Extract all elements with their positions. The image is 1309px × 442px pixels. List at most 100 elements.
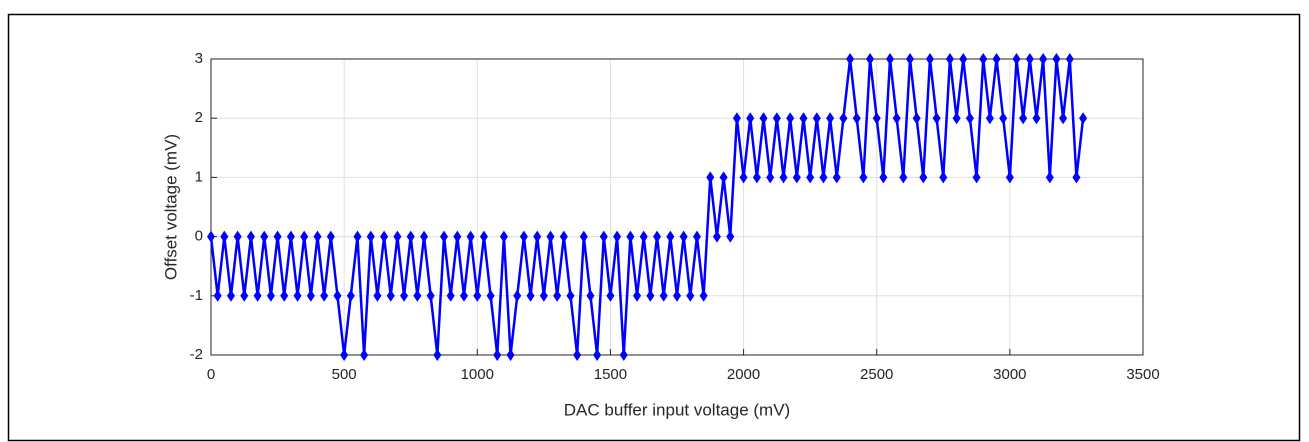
- marker: [879, 171, 888, 184]
- marker: [499, 230, 508, 243]
- marker: [739, 171, 748, 184]
- x-tick-label: 2500: [860, 366, 893, 383]
- marker: [839, 112, 848, 125]
- marker: [806, 171, 815, 184]
- marker: [493, 349, 502, 361]
- plot-area: [211, 59, 1143, 355]
- marker: [999, 112, 1008, 125]
- marker: [539, 289, 548, 302]
- marker: [872, 112, 881, 125]
- marker: [426, 289, 435, 302]
- marker: [340, 349, 349, 361]
- y-tick-label: 1: [195, 168, 203, 185]
- marker: [566, 289, 575, 302]
- marker: [759, 112, 768, 125]
- marker: [373, 289, 382, 302]
- marker: [812, 112, 821, 125]
- marker: [393, 230, 402, 243]
- marker: [772, 112, 781, 125]
- marker: [586, 289, 595, 302]
- marker: [486, 289, 495, 302]
- marker: [972, 171, 981, 184]
- y-tick-label: -1: [190, 287, 203, 304]
- marker: [1039, 53, 1048, 65]
- marker: [639, 230, 648, 243]
- marker: [220, 230, 229, 243]
- marker: [952, 112, 961, 125]
- marker: [692, 230, 701, 243]
- marker: [606, 289, 615, 302]
- marker: [679, 230, 688, 243]
- marker: [400, 289, 409, 302]
- x-axis-title: DAC buffer input voltage (mV): [564, 400, 790, 419]
- marker: [440, 230, 448, 243]
- marker: [826, 112, 835, 125]
- plot-border: [210, 58, 1144, 356]
- marker: [333, 289, 342, 302]
- marker: [506, 349, 515, 361]
- marker: [852, 112, 861, 125]
- marker: [306, 289, 315, 302]
- frame: [7, 13, 1301, 442]
- marker: [1052, 53, 1061, 65]
- marker: [912, 112, 921, 125]
- marker: [766, 171, 775, 184]
- marker: [959, 53, 968, 65]
- marker: [1019, 112, 1028, 125]
- marker: [386, 289, 395, 302]
- marker: [1065, 53, 1074, 65]
- marker: [579, 230, 588, 243]
- marker: [932, 112, 941, 125]
- marker: [353, 230, 362, 243]
- marker: [832, 171, 841, 184]
- marker: [712, 230, 721, 243]
- marker: [985, 112, 994, 125]
- marker: [732, 112, 741, 125]
- marker: [906, 53, 914, 65]
- marker: [479, 230, 488, 243]
- x-tick-label: 3500: [1126, 366, 1159, 383]
- marker: [326, 230, 335, 243]
- marker: [799, 112, 808, 125]
- marker: [413, 289, 422, 302]
- marker: [1072, 171, 1081, 184]
- marker: [553, 289, 562, 302]
- marker: [406, 230, 415, 243]
- marker: [979, 53, 988, 65]
- marker: [546, 230, 555, 243]
- marker: [965, 112, 974, 125]
- marker: [619, 349, 628, 361]
- marker: [659, 289, 668, 302]
- marker: [886, 53, 895, 65]
- marker: [433, 349, 442, 361]
- marker: [207, 230, 215, 243]
- marker: [666, 230, 675, 243]
- marker: [866, 53, 875, 65]
- marker: [473, 289, 482, 302]
- marker: [300, 230, 309, 243]
- marker: [746, 112, 755, 125]
- marker: [945, 53, 954, 65]
- marker: [686, 289, 695, 302]
- y-tick-label: 3: [195, 50, 203, 67]
- marker: [726, 230, 735, 243]
- x-tick-label: 3000: [993, 366, 1026, 383]
- marker: [939, 171, 948, 184]
- marker: [526, 289, 535, 302]
- marker: [459, 289, 468, 302]
- marker: [1005, 171, 1014, 184]
- marker: [273, 230, 282, 243]
- marker: [213, 289, 222, 302]
- y-tick-label: 0: [195, 228, 203, 245]
- marker: [240, 289, 249, 302]
- marker: [226, 289, 235, 302]
- y-axis-title: Offset voltage (mV): [161, 134, 180, 280]
- marker: [260, 230, 269, 243]
- marker: [266, 289, 275, 302]
- marker: [446, 289, 455, 302]
- series-line: [209, 58, 1085, 356]
- marker: [846, 53, 855, 65]
- marker: [699, 289, 708, 302]
- marker: [1012, 53, 1021, 65]
